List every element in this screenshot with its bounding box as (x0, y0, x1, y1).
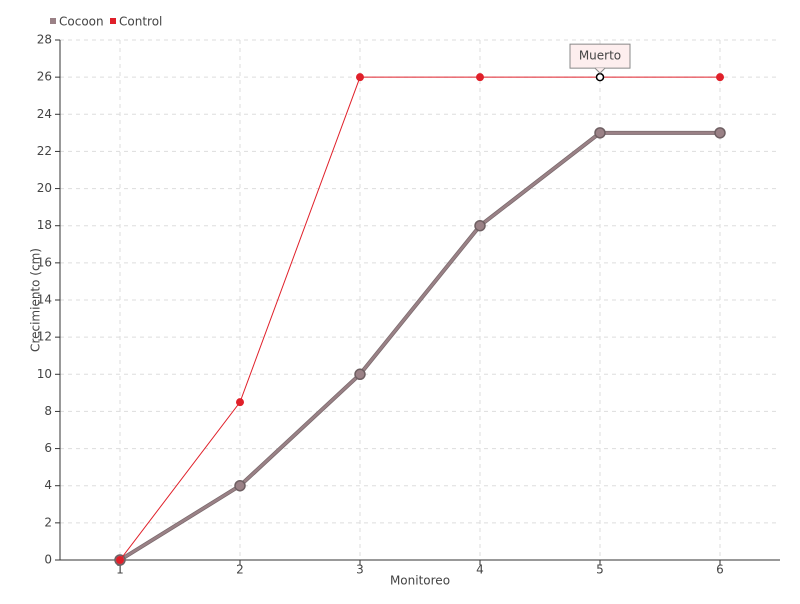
y-tick-label: 0 (44, 553, 52, 567)
data-point (116, 556, 124, 564)
y-tick-label: 18 (37, 218, 52, 232)
annotation-pointer (594, 67, 606, 74)
y-tick-label: 14 (37, 293, 52, 307)
y-tick-label: 24 (37, 107, 52, 121)
x-axis-title: Monitoreo (390, 574, 450, 588)
y-tick-label: 20 (37, 181, 52, 195)
y-tick-label: 8 (44, 404, 52, 418)
legend-swatch (110, 18, 116, 24)
x-tick-label: 1 (116, 563, 124, 577)
series-line-outline (118, 130, 720, 562)
data-point (714, 127, 726, 139)
y-tick-label: 4 (44, 478, 52, 492)
y-tick-label: 28 (37, 33, 52, 47)
series-line (119, 131, 720, 562)
y-axis-title: Crecimiento (cm) (29, 248, 43, 352)
highlight-point (595, 72, 605, 82)
data-point (474, 219, 486, 232)
data-point (354, 368, 366, 381)
y-tick-label: 6 (44, 441, 52, 455)
y-tick-label: 22 (37, 144, 52, 158)
x-tick-label: 6 (716, 563, 724, 577)
data-point (236, 398, 244, 407)
legend-label: Control (119, 15, 162, 29)
series-line (119, 76, 720, 561)
x-tick-label: 3 (356, 563, 364, 577)
legend-label: Cocoon (59, 15, 104, 29)
data-point (594, 127, 606, 139)
x-tick-label: 5 (596, 563, 604, 577)
data-point (476, 73, 484, 82)
annotation-label: Muerto (579, 49, 621, 63)
y-tick-label: 2 (44, 515, 52, 529)
y-tick-label: 12 (37, 330, 52, 344)
data-point (716, 73, 724, 82)
x-tick-label: 4 (476, 563, 484, 577)
data-point (356, 73, 364, 82)
legend-swatch (50, 18, 56, 24)
annotation-box (569, 43, 631, 69)
y-tick-label: 16 (37, 255, 52, 269)
y-tick-label: 10 (37, 367, 52, 381)
data-point (234, 479, 246, 492)
y-tick-label: 26 (37, 70, 52, 84)
x-tick-label: 2 (236, 563, 244, 577)
